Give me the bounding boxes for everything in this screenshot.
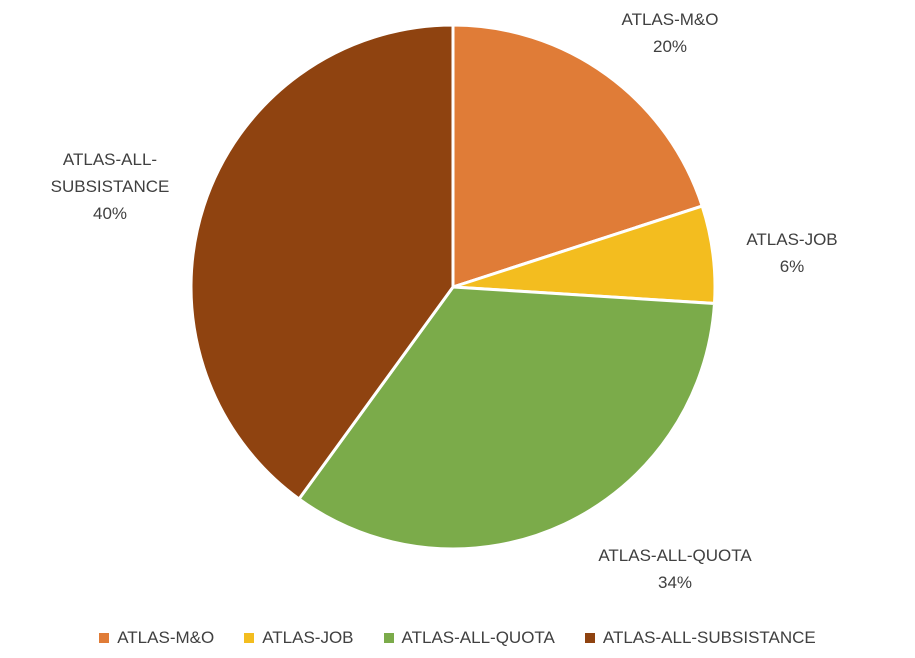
legend-swatch bbox=[244, 633, 255, 643]
slice-category: ATLAS-ALL-QUOTA bbox=[598, 546, 752, 565]
slice-category: ATLAS-ALL-SUBSISTANCE bbox=[50, 150, 170, 196]
pie-slice bbox=[451, 23, 705, 290]
legend-label: ATLAS-JOB bbox=[262, 628, 354, 647]
slice-value: 34% bbox=[657, 573, 693, 592]
slice-category: ATLAS-M&O bbox=[621, 10, 719, 29]
legend-item: ATLAS-JOB bbox=[244, 628, 354, 648]
slice-value: 20% bbox=[652, 37, 688, 56]
legend-item: ATLAS-M&O bbox=[99, 628, 214, 648]
legend-item: ATLAS-ALL-QUOTA bbox=[383, 628, 555, 648]
legend-label: ATLAS-M&O bbox=[117, 628, 215, 647]
slice-value: 6% bbox=[779, 257, 805, 276]
legend-label: ATLAS-ALL-QUOTA bbox=[401, 628, 555, 647]
slice-value: 40% bbox=[92, 204, 128, 223]
legend-swatch bbox=[383, 633, 394, 643]
legend-item: ATLAS-ALL-SUBSISTANCE bbox=[584, 628, 816, 648]
slice-label: ATLAS-ALL-SUBSISTANCE 40% bbox=[30, 146, 190, 227]
slice-label: ATLAS-ALL-QUOTA 34% bbox=[565, 542, 785, 596]
pie-slice bbox=[189, 23, 455, 502]
pie-area bbox=[189, 23, 717, 551]
legend: ATLAS-M&O ATLAS-JOB ATLAS-ALL-QUOTA ATLAS-A… bbox=[0, 628, 915, 648]
legend-swatch bbox=[584, 633, 595, 643]
pie-slice bbox=[296, 285, 717, 551]
slice-label: ATLAS-JOB 6% bbox=[732, 226, 852, 280]
legend-swatch bbox=[99, 633, 110, 643]
slice-category: ATLAS-JOB bbox=[746, 230, 838, 249]
slice-label: ATLAS-M&O 20% bbox=[610, 6, 730, 60]
legend-label: ATLAS-ALL-SUBSISTANCE bbox=[602, 628, 816, 647]
